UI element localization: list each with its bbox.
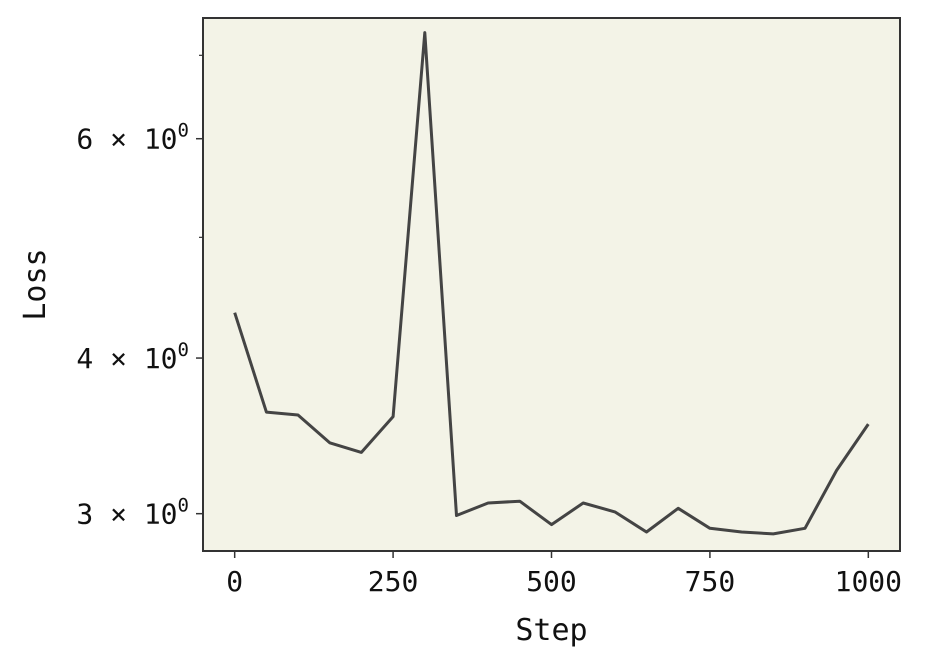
y-axis-label: Loss (18, 248, 53, 320)
series-line-loss (233, 31, 870, 536)
x-axis: 0 250 500 750 1000 (226, 551, 902, 598)
y-tick-label: 3 × 100 (76, 495, 189, 531)
plot-area-background (203, 18, 900, 551)
x-tick-label: 0 (226, 565, 243, 598)
y-axis: 3 × 100 4 × 100 6 × 100 (76, 54, 203, 531)
x-tick-label: 1000 (835, 565, 902, 598)
x-tick-label: 250 (368, 565, 419, 598)
y-tick-label: 6 × 100 (76, 120, 189, 156)
y-tick-label: 4 × 100 (76, 339, 189, 375)
x-tick-label: 500 (526, 565, 577, 598)
x-axis-label: Step (515, 613, 587, 648)
x-tick-label: 750 (685, 565, 736, 598)
